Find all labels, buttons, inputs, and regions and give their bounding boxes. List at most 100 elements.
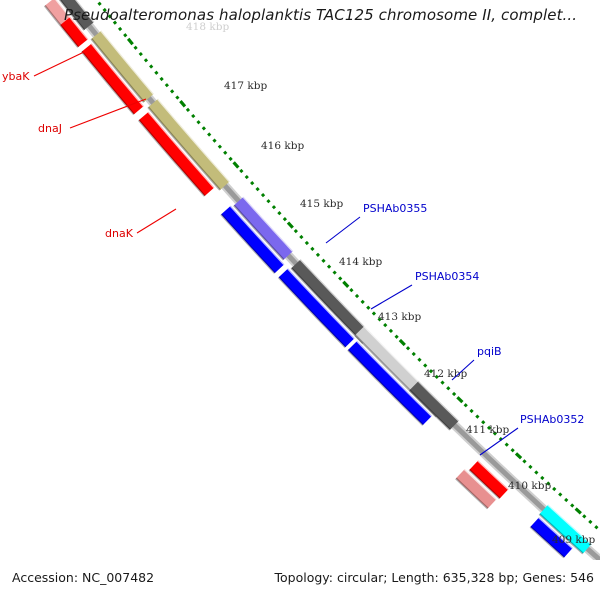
gene-shadow-edge: [43, 5, 62, 26]
ruler-minor-tick: [481, 420, 486, 425]
ruler-major-tick: [514, 452, 523, 460]
ruler-minor-tick: [570, 503, 575, 508]
ruler-minor-tick: [277, 211, 282, 216]
gene-label-pshab0354[interactable]: PSHAb0354: [415, 270, 479, 283]
ruler-minor-tick: [138, 51, 143, 57]
ruler-major-tick: [126, 37, 134, 46]
gene-highlight-edge: [75, 0, 96, 23]
page-title: Pseudoalteromonas haloplanktis TAC125 ch…: [64, 6, 578, 24]
ruler-minor-tick: [522, 459, 527, 464]
gene-feature[interactable]: [44, 0, 71, 25]
ruler-minor-tick: [133, 45, 138, 50]
gene-feature[interactable]: [91, 30, 154, 103]
gene-shadow-edge: [529, 526, 565, 559]
ruler-minor-tick: [451, 391, 457, 397]
ruler-minor-tick: [223, 150, 228, 155]
ruler-minor-tick: [504, 442, 509, 447]
ruler-minor-tick: [310, 246, 315, 252]
ruler-tick-label: 411 kbp: [466, 424, 509, 436]
gene-label-pqib[interactable]: pqiB: [477, 345, 502, 358]
ruler-minor-tick: [349, 288, 354, 293]
gene-feature[interactable]: [57, 0, 95, 31]
gene-highlight-edge: [157, 97, 231, 183]
genome-map-canvas[interactable]: 418 kbp 417 kbp 416 kbp 415 kbp 414 kbp 413 k…: [0, 0, 600, 560]
ruler-minor-tick: [552, 486, 557, 492]
ruler-minor-tick: [293, 228, 298, 234]
ruler-minor-tick: [582, 514, 587, 519]
gene-shadow-edge: [347, 349, 424, 426]
gene-highlight-edge: [417, 379, 460, 422]
ruler-minor-tick: [492, 431, 498, 436]
ruler-minor-tick: [463, 403, 468, 408]
gene-label-dnaj[interactable]: dnaJ: [38, 122, 62, 135]
gene-label-leader-line: [479, 427, 519, 456]
gene-feature[interactable]: [347, 340, 433, 426]
ruler-minor-tick: [112, 20, 118, 25]
gene-feature[interactable]: [539, 504, 592, 554]
gene-feature[interactable]: [138, 111, 215, 197]
genome-summary-label: Topology: circular; Length: 635,328 bp; …: [274, 570, 595, 585]
ruler-minor-tick: [299, 234, 304, 240]
gene-highlight-edge: [463, 468, 498, 500]
gene-highlight-edge: [90, 42, 145, 107]
ruler-minor-tick: [255, 187, 260, 192]
gene-label-pshab0352[interactable]: PSHAb0352: [520, 413, 584, 426]
gene-feature[interactable]: [81, 43, 144, 115]
gene-shadow-edge: [147, 106, 221, 191]
ruler-minor-tick: [123, 33, 128, 38]
gene-feature[interactable]: [148, 98, 230, 190]
gene-label-pshab0355[interactable]: PSHAb0355: [363, 202, 427, 215]
gene-feature[interactable]: [409, 380, 460, 430]
ruler-minor-tick: [371, 311, 377, 316]
ruler-tick-label: 417 kbp: [224, 80, 267, 92]
gene-feature[interactable]: [530, 517, 573, 558]
ruler-minor-tick: [528, 464, 533, 470]
gene-highlight-edge: [538, 516, 574, 549]
ruler-minor-tick: [405, 346, 411, 351]
ruler-major-tick: [342, 280, 350, 288]
ruler-minor-tick: [107, 14, 112, 19]
gene-feature[interactable]: [455, 469, 497, 509]
ruler-minor-tick: [212, 138, 217, 143]
ruler-minor-tick: [304, 240, 309, 246]
ruler-minor-tick: [540, 475, 545, 481]
gene-labels[interactable]: ybaK dnaJ dnaK PSHAb0355 PSHAb0354 pqiB PSHAb0…: [2, 70, 584, 426]
gene-shadow-edge: [455, 477, 489, 510]
gene-feature[interactable]: [278, 268, 355, 348]
ruler-minor-tick: [546, 481, 551, 486]
gene-label-dnak[interactable]: dnaK: [105, 227, 134, 240]
gene-shadow-edge: [233, 204, 285, 261]
ruler-minor-tick: [117, 26, 123, 32]
gene-track[interactable]: [43, 0, 593, 559]
ruler-minor-tick: [423, 363, 428, 368]
ruler-tick-label: 409 kbp: [552, 534, 595, 546]
gene-feature[interactable]: [233, 196, 294, 260]
ruler-minor-tick: [564, 497, 569, 503]
ruler-minor-tick: [164, 83, 169, 88]
ruler-major-tick: [574, 507, 582, 515]
ruler-minor-tick: [326, 264, 332, 269]
ruler-tick-label: 418 kbp: [186, 21, 229, 33]
gene-shadow-edge: [90, 38, 145, 103]
ruler-minor-tick: [411, 351, 416, 357]
status-bar: Accession: NC_007482 Topology: circular;…: [0, 560, 600, 600]
gene-feature[interactable]: [221, 205, 285, 274]
ruler-minor-tick: [102, 7, 107, 13]
ruler-minor-tick: [428, 369, 434, 374]
ruler-minor-tick: [383, 323, 388, 328]
ruler-minor-tick: [170, 89, 175, 94]
ruler-tick-label: 416 kbp: [261, 140, 304, 152]
ruler-minor-tick: [228, 156, 233, 161]
ruler-tick-label: 414 kbp: [339, 256, 382, 268]
ruler-minor-tick: [534, 470, 539, 475]
gene-label-leader-line: [370, 284, 413, 310]
gene-shadow-edge: [408, 389, 451, 431]
gene-feature[interactable]: [469, 460, 509, 499]
gene-label-ybak[interactable]: ybaK: [2, 70, 30, 83]
gene-feature[interactable]: [291, 259, 373, 344]
gene-feature[interactable]: [60, 16, 89, 48]
ruler-minor-tick: [196, 120, 201, 125]
ruler-major-tick: [456, 396, 464, 404]
ruler-tick-label: 412 kbp: [424, 368, 467, 380]
